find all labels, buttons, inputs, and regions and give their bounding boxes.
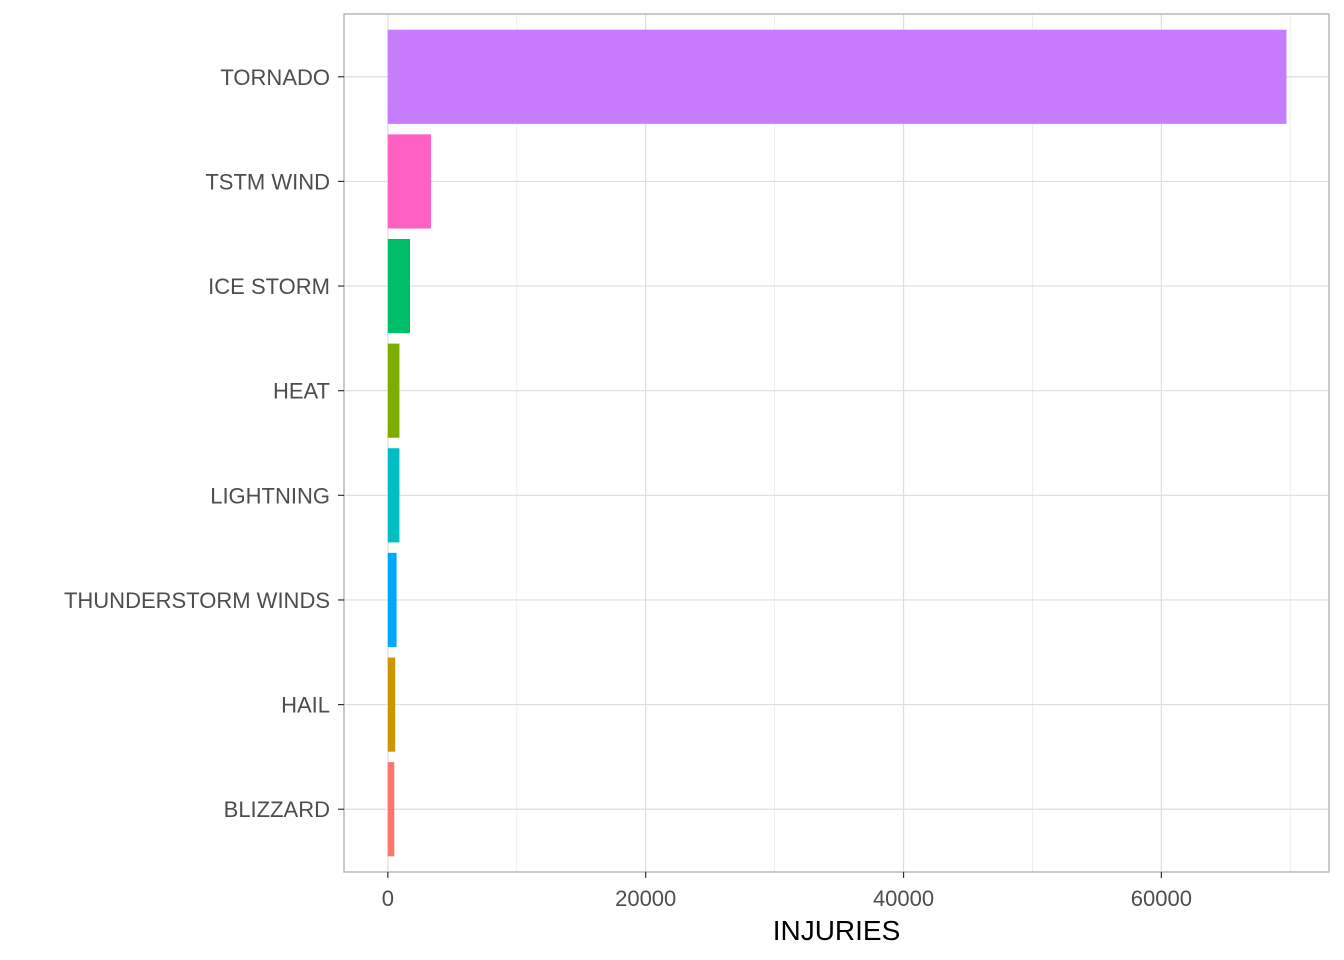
x-tick-label: 40000 [873,886,934,911]
y-tick-label: BLIZZARD [224,797,330,822]
y-tick-label: THUNDERSTORM WINDS [64,588,330,613]
panel-border [343,13,1330,873]
bar-ice-storm [387,238,411,334]
bars [387,29,1287,857]
y-tick-label: TORNADO [220,65,330,90]
x-tick-label: 20000 [615,886,676,911]
y-tick-label: HEAT [273,379,330,404]
bar-blizzard [387,762,395,857]
y-tick-label: TSTM WIND [205,169,330,194]
bar-lightning [387,448,400,543]
bar-heat [387,343,400,438]
x-tick-label: 0 [382,886,394,911]
tick-labels: 0 20000 40000 60000 BLIZZARD HAIL THUNDERSTORM… [64,65,1192,911]
grid-lines [344,14,1329,872]
y-tick-label: LIGHTNING [210,483,330,508]
x-tick-label: 60000 [1131,886,1192,911]
axis-ticks [338,76,1162,878]
bar-tornado [387,29,1287,124]
bar-hail [387,657,396,752]
x-axis-title: INJURIES [773,915,901,946]
bar-tstm-wind [387,134,432,229]
y-tick-label: ICE STORM [208,274,330,299]
y-tick-label: HAIL [281,693,330,718]
bar-thunderstorm-winds [387,552,397,648]
